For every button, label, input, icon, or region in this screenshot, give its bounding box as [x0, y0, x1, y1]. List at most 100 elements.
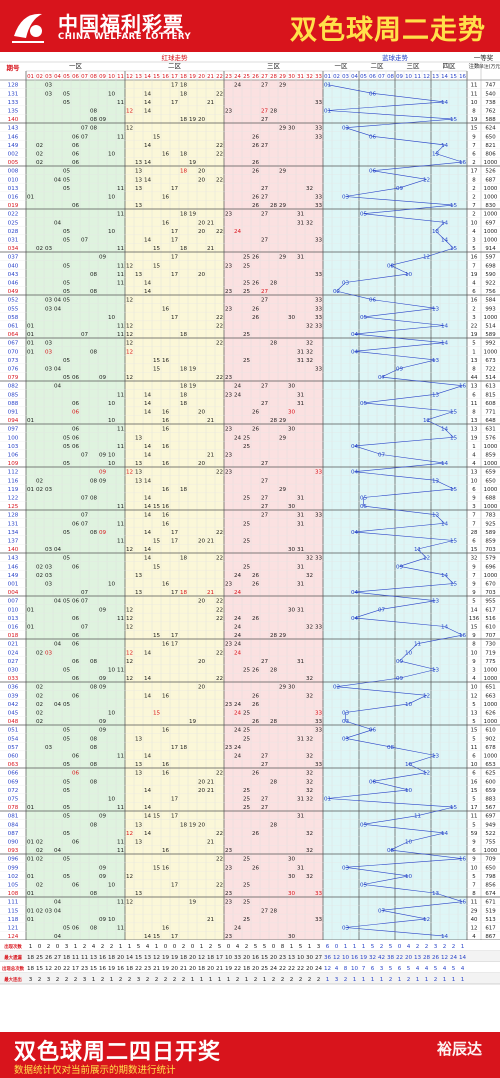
prize-amount: 762 — [485, 109, 495, 115]
prize-count: 5 — [472, 341, 475, 347]
stat-value: 0 — [398, 944, 402, 950]
red-ball-number: 30 — [288, 427, 296, 433]
red-ball-number: 21 — [207, 418, 215, 424]
period-number: 094 — [8, 418, 19, 424]
red-ball-number: 31 — [297, 212, 305, 218]
red-ball-number: 26 — [252, 410, 260, 416]
prize-amount: 687 — [485, 177, 495, 183]
page-title: 双色球周二走势 — [290, 15, 486, 46]
red-ball-number: 31 — [297, 736, 305, 742]
blue-ball-number: 14 — [441, 341, 449, 347]
stat-value: 3 — [317, 944, 321, 950]
blue-ball-number: 06 — [369, 169, 377, 175]
red-ball-number: 33 — [315, 513, 323, 519]
stat-value: 1 — [74, 944, 78, 950]
red-ball-number: 06 — [72, 521, 80, 527]
red-ball-number: 27 — [261, 109, 269, 115]
red-ball-number: 21 — [207, 100, 215, 106]
stat-value: 12 — [441, 955, 448, 961]
red-ball-number: 19 — [189, 117, 197, 123]
blue-ball-number: 05 — [360, 504, 368, 510]
red-ball-number: 32 — [306, 220, 313, 226]
stat-value: 1 — [290, 944, 294, 950]
prize-amount: 783 — [485, 513, 495, 519]
red-ball-number: 04 — [54, 384, 62, 390]
red-ball-number: 06 — [72, 435, 80, 441]
red-ball-number: 03 — [45, 367, 53, 373]
prize-amount: 631 — [485, 427, 495, 433]
red-ball-number: 16 — [162, 410, 170, 416]
prize-count: 5 — [472, 874, 475, 880]
red-ball-number: 28 — [270, 281, 278, 287]
prize-amount: 659 — [485, 788, 496, 794]
red-ball-number: 09 — [99, 874, 107, 880]
red-ball-number: 08 — [90, 496, 98, 502]
red-ball-number: 11 — [117, 754, 125, 760]
prize-amount: 663 — [485, 693, 495, 699]
red-ball-number: 15 — [153, 134, 161, 140]
red-ball-number: 15 — [153, 814, 161, 820]
stat-value: 1 — [362, 977, 366, 983]
red-ball-number: 24 — [234, 625, 242, 631]
prize-count: 17 — [471, 169, 478, 175]
prize-count: 6 — [472, 848, 476, 854]
red-ball-number: 27 — [261, 762, 269, 768]
period-number: 072 — [8, 788, 19, 794]
prize-count: 14 — [471, 607, 478, 613]
prize-count: 1 — [472, 444, 475, 450]
red-ball-number: 17 — [171, 186, 179, 192]
prize-amount: 738 — [485, 100, 496, 106]
period-number: 097 — [8, 427, 19, 433]
stat-value: 2 — [56, 977, 60, 983]
red-ball-number: 29 — [279, 169, 287, 175]
period-number: 102 — [8, 874, 19, 880]
red-ball-number: 02 — [36, 650, 43, 656]
blue-ball-number: 03 — [342, 736, 350, 742]
red-ball-number: 12 — [126, 831, 133, 837]
red-ball-number: 31 — [297, 513, 305, 519]
blue-number-header: 02 — [333, 74, 340, 80]
stat-label: 出现总次数 — [2, 965, 25, 972]
red-ball-number: 11 — [117, 263, 125, 269]
blue-zone-label: 三区 — [407, 62, 421, 70]
stat-value: 17 — [216, 955, 224, 961]
prize-count: 44 — [471, 375, 478, 381]
red-ball-number: 13 — [135, 203, 143, 209]
stat-value: 18 — [243, 966, 251, 972]
period-number: 024 — [8, 650, 19, 656]
prize-count: 7 — [472, 521, 475, 527]
red-ball-number: 05 — [63, 186, 71, 192]
red-ball-number: 05 — [63, 238, 71, 244]
prize-amount: 914 — [485, 246, 496, 252]
blue-ball-number: 05 — [360, 315, 368, 321]
red-ball-number: 12 — [126, 375, 133, 381]
stat-label: 最大连出 — [4, 976, 22, 983]
stat-value: 8 — [344, 966, 348, 972]
stat-value: 26 — [432, 955, 440, 961]
red-ball-number: 11 — [117, 539, 125, 545]
red-ball-number: 05 — [63, 289, 71, 295]
stat-value: 8 — [281, 944, 285, 950]
prize-amount: 696 — [485, 564, 496, 570]
stat-value: 4 — [92, 944, 96, 950]
period-number: 027 — [8, 659, 19, 665]
stat-value: 24 — [315, 966, 323, 972]
red-ball-number: 14 — [144, 504, 152, 510]
red-ball-number: 20 — [198, 177, 206, 183]
blue-ball-number: 13 — [432, 306, 440, 312]
period-number: 010 — [8, 607, 19, 613]
red-ball-number: 03 — [45, 91, 53, 97]
red-ball-number: 05 — [63, 702, 71, 708]
period-number: 036 — [8, 685, 19, 691]
red-ball-number: 10 — [108, 453, 116, 459]
prize-count: 9 — [472, 564, 476, 570]
prize-count: 4 — [472, 934, 476, 940]
red-ball-number: 13 — [135, 186, 143, 192]
prize-amount: 1000 — [484, 461, 498, 467]
red-ball-number: 05 — [63, 435, 71, 441]
red-ball-number: 23 — [225, 263, 233, 269]
red-ball-number: 22 — [216, 375, 223, 381]
stat-value: 4 — [146, 944, 150, 950]
red-ball-number: 30 — [288, 126, 296, 132]
period-number: 140 — [8, 547, 19, 553]
